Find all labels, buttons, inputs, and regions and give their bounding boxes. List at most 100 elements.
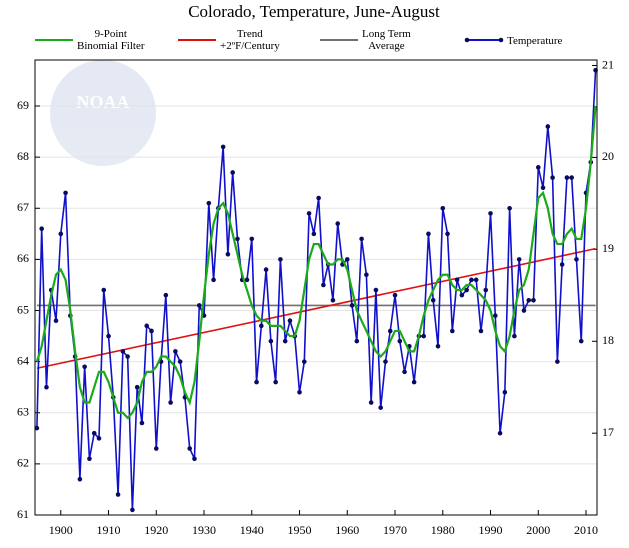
y2-tick-label: 18 <box>602 333 614 347</box>
data-point <box>321 282 326 288</box>
data-point <box>235 236 240 242</box>
data-point <box>163 292 169 298</box>
y-tick-label: 68 <box>17 149 29 163</box>
data-point <box>211 277 216 283</box>
data-point <box>545 124 551 129</box>
y2-tick-label: 17 <box>602 425 614 439</box>
data-point <box>134 384 140 390</box>
y2-tick-label: 19 <box>602 241 614 255</box>
legend-label: Temperature <box>507 35 563 47</box>
legend-label: Trend +2ºF/Century <box>220 28 280 52</box>
data-point <box>492 313 498 318</box>
y-tick-label: 62 <box>17 456 29 470</box>
data-point <box>383 359 388 364</box>
data-point <box>569 175 574 180</box>
data-point <box>139 420 145 426</box>
data-point <box>87 456 92 462</box>
data-point <box>450 328 455 334</box>
series-line <box>35 105 597 420</box>
data-point <box>278 257 283 262</box>
x-tick-label: 2000 <box>526 523 550 537</box>
data-point <box>244 277 250 283</box>
data-point <box>349 303 355 308</box>
data-point <box>192 456 197 462</box>
data-point <box>454 277 460 283</box>
data-point <box>516 257 522 262</box>
data-point <box>497 430 503 436</box>
data-point <box>421 333 426 339</box>
data-point <box>397 338 403 344</box>
data-point <box>335 221 341 226</box>
data-point <box>263 267 269 272</box>
data-point <box>426 231 431 237</box>
data-point <box>58 231 64 237</box>
series-line <box>36 247 596 370</box>
data-point <box>478 328 484 334</box>
logo-text: NOAA <box>77 92 130 112</box>
data-point <box>153 446 159 451</box>
data-point <box>96 436 102 441</box>
y-tick-label: 61 <box>17 507 29 521</box>
x-tick-label: 1920 <box>144 523 168 537</box>
data-point <box>512 333 517 339</box>
data-point <box>34 425 40 431</box>
data-point <box>373 287 379 293</box>
data-point <box>177 359 183 364</box>
data-point <box>559 262 565 267</box>
data-point <box>120 349 126 354</box>
data-point <box>106 333 111 339</box>
plot-frame <box>34 59 598 516</box>
data-point <box>187 446 193 451</box>
data-point <box>249 236 255 242</box>
chart-title: Colorado, Temperature, June-August <box>188 2 440 21</box>
data-point <box>115 492 121 497</box>
data-point <box>430 297 436 303</box>
data-point <box>282 338 288 344</box>
data-point <box>364 272 369 278</box>
data-point <box>564 175 570 180</box>
data-point <box>555 359 560 364</box>
data-point <box>574 257 579 262</box>
x-tick-label: 1980 <box>431 523 455 537</box>
data-point <box>354 338 360 344</box>
series-line <box>36 70 597 510</box>
data-point <box>459 292 465 298</box>
data-point <box>273 379 278 385</box>
y-tick-label: 67 <box>17 200 29 214</box>
data-point <box>268 338 274 344</box>
data-point <box>402 369 407 375</box>
x-tick-label: 1960 <box>335 523 359 537</box>
data-point <box>359 236 364 242</box>
x-tick-label: 1990 <box>479 523 503 537</box>
legend-label: Long Term Average <box>362 28 411 52</box>
data-point <box>287 318 293 324</box>
data-point <box>173 349 178 354</box>
data-point <box>507 205 512 211</box>
data-point <box>311 231 317 237</box>
x-tick-label: 1900 <box>49 523 73 537</box>
data-point <box>445 231 450 237</box>
data-point <box>206 200 212 206</box>
data-point <box>220 144 226 150</box>
data-point <box>440 205 446 211</box>
data-point <box>521 308 527 313</box>
data-point <box>149 328 154 334</box>
x-tick-label: 1930 <box>192 523 216 537</box>
data-point <box>259 323 264 329</box>
y-tick-label: 66 <box>17 251 29 265</box>
y2-tick-label: 21 <box>602 57 614 71</box>
data-point <box>91 430 97 436</box>
data-point <box>302 359 307 364</box>
data-point <box>144 323 150 329</box>
data-point <box>435 343 441 349</box>
data-point <box>473 277 479 283</box>
data-point <box>411 379 417 385</box>
y-tick-label: 64 <box>17 353 29 367</box>
data-point <box>101 287 107 293</box>
data-point <box>297 390 302 395</box>
data-point <box>316 195 321 201</box>
watermark: NOAA <box>50 60 156 166</box>
data-point <box>254 379 259 385</box>
y-tick-label: 63 <box>17 405 29 419</box>
data-point <box>196 303 202 308</box>
